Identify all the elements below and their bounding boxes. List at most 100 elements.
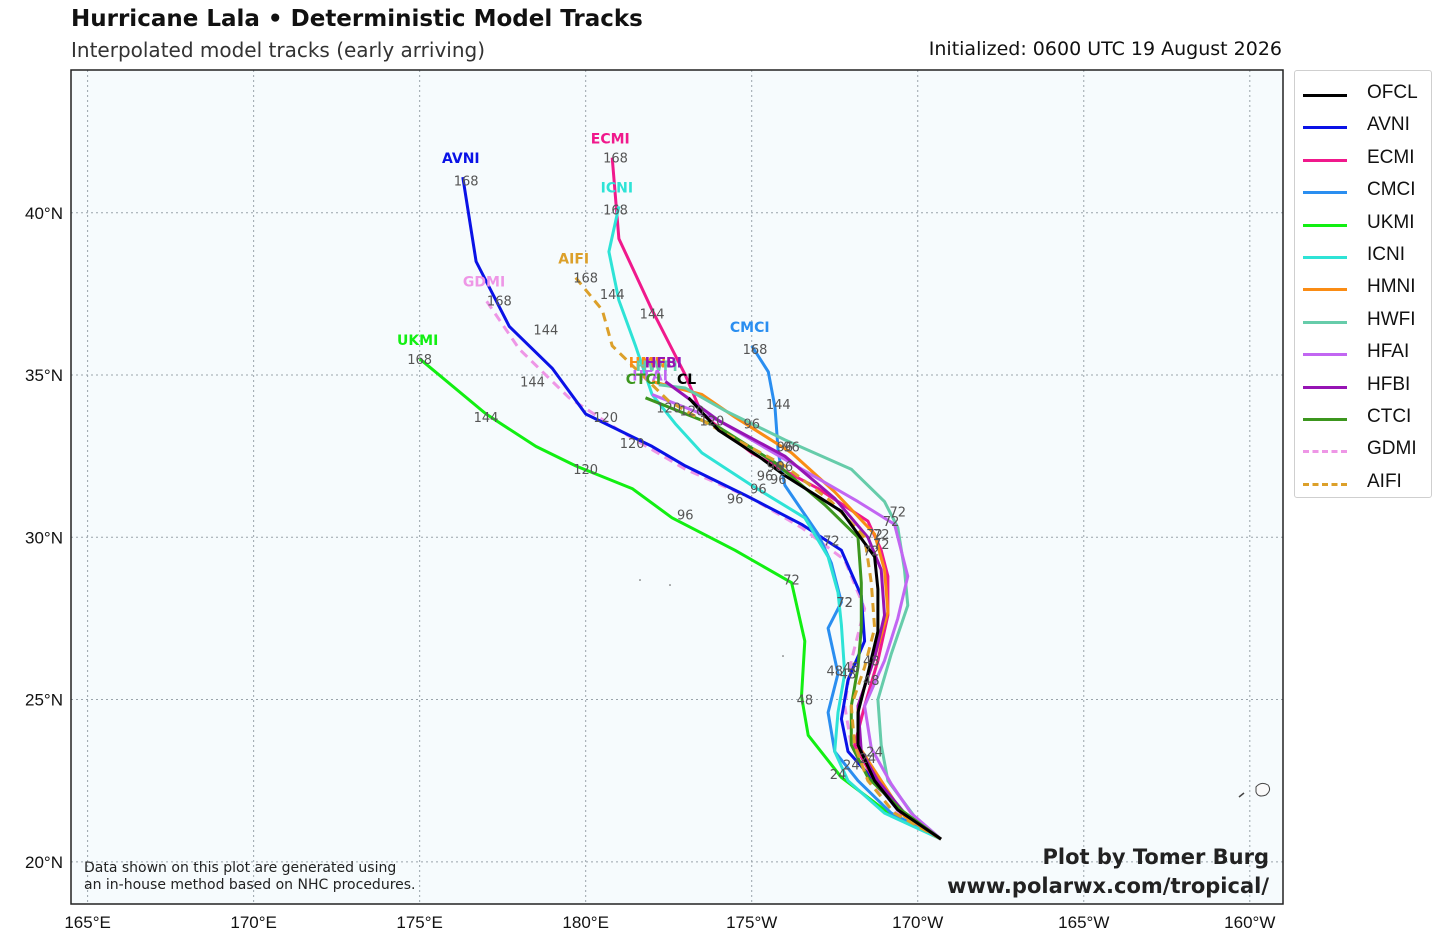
legend-label: AVNI — [1367, 114, 1410, 136]
track-ofcl — [687, 396, 942, 841]
forecast-hour-label: 24 — [866, 745, 883, 760]
track-end-label-cmci: CMCI — [730, 320, 770, 336]
forecast-hour-label: 120 — [620, 437, 645, 452]
track-icni — [607, 205, 942, 841]
page-title: Hurricane Lala • Deterministic Model Tra… — [71, 6, 643, 32]
track-hfai — [651, 393, 942, 841]
credit-author: Plot by Tomer Burg — [1042, 845, 1270, 869]
forecast-hour-label: 168 — [407, 353, 432, 368]
forecast-hour-label: 96 — [677, 509, 694, 524]
legend-label: HFAI — [1367, 341, 1410, 363]
lon-tick-label: 175°E — [396, 913, 443, 932]
forecast-hour-label: 72 — [866, 528, 883, 543]
legend-label: OFCL — [1367, 82, 1418, 103]
legend-label: ICNI — [1367, 244, 1405, 265]
forecast-hour-label: 48 — [863, 674, 880, 689]
track-end-label-ukmi: UKMI — [397, 333, 438, 349]
legend-swatch — [1303, 353, 1347, 357]
lon-tick-label: 180°E — [562, 913, 609, 932]
forecast-hour-label: 168 — [603, 152, 628, 167]
track-end-label-ofcl: CL — [677, 372, 696, 388]
legend-item-ukmi: UKMI — [1295, 205, 1431, 237]
forecast-hour-label: 72 — [890, 505, 907, 520]
track-end-label-gdmi: GDMI — [463, 274, 505, 290]
forecast-hour-label: 96 — [770, 473, 787, 488]
legend-item-gdmi: GDMI — [1295, 431, 1431, 463]
lat-tick-label: 40°N — [25, 204, 63, 223]
forecast-hour-label: 168 — [573, 272, 598, 287]
track-end-label-ctci: CTCI — [626, 372, 661, 388]
forecast-hour-label: 144 — [520, 376, 545, 391]
page-subtitle: Interpolated model tracks (early arrivin… — [71, 38, 486, 62]
legend-swatch — [1303, 191, 1347, 195]
island-dot — [639, 579, 641, 581]
track-end-label-hfbi: HFBI — [645, 356, 682, 372]
legend-item-avni: AVNI — [1295, 107, 1431, 139]
forecast-hour-label: 72 — [883, 515, 900, 530]
legend-item-icni: ICNI — [1295, 237, 1431, 269]
legend-item-aifi: AIFI — [1295, 464, 1431, 496]
forecast-hour-label: 96 — [777, 460, 794, 475]
track-avni — [461, 176, 942, 841]
legend-item-ecmi: ECMI — [1295, 140, 1431, 172]
forecast-hour-label: 144 — [600, 288, 625, 303]
initialized-time: Initialized: 0600 UTC 19 August 2026 — [928, 38, 1282, 60]
legend-item-cmci: CMCI — [1295, 172, 1431, 204]
forecast-hour-label: 120 — [573, 463, 598, 478]
legend-label: HFBI — [1367, 373, 1411, 395]
legend-swatch — [1303, 94, 1347, 97]
legend-swatch — [1303, 450, 1347, 454]
forecast-hour-label: 144 — [533, 324, 558, 339]
lon-tick-label: 170°E — [230, 913, 277, 932]
forecast-hour-label: 120 — [680, 405, 705, 420]
map-frame — [70, 69, 1284, 905]
legend-swatch — [1303, 385, 1347, 389]
forecast-hour-label: 72 — [873, 538, 890, 553]
track-end-label-hfai: HFAI — [632, 369, 668, 385]
legend-swatch — [1303, 482, 1347, 486]
legend-label: HWFI — [1367, 308, 1416, 330]
forecast-hour-label: 96 — [777, 440, 794, 455]
forecast-hour-label: 96 — [743, 418, 760, 433]
legend-swatch — [1303, 288, 1347, 292]
forecast-hour-label: 24 — [830, 768, 847, 783]
lat-tick-label: 25°N — [25, 691, 63, 710]
lon-tick-label: 160°W — [1224, 913, 1275, 932]
forecast-hour-label: 72 — [863, 544, 880, 559]
island-dot — [669, 584, 671, 586]
forecast-hour-label: 96 — [757, 470, 774, 485]
track-hfbi — [664, 380, 942, 841]
forecast-hour-label: 72 — [783, 573, 800, 588]
legend-label: UKMI — [1367, 211, 1415, 233]
track-end-label-hmni: HMNI — [629, 356, 672, 372]
lat-tick-label: 30°N — [25, 528, 63, 547]
track-aifi — [574, 276, 942, 841]
track-ukmi — [418, 357, 942, 841]
forecast-hour-label: 96 — [767, 460, 784, 475]
forecast-hour-label: 168 — [743, 343, 768, 358]
forecast-hour-label: 48 — [840, 668, 857, 683]
disclaimer: Data shown on this plot are generated us… — [84, 860, 416, 894]
legend-swatch — [1303, 256, 1347, 259]
track-ecmi — [610, 157, 942, 841]
forecast-hour-label: 96 — [750, 483, 767, 498]
lat-tick-label: 20°N — [25, 853, 63, 872]
legend-swatch — [1303, 223, 1347, 227]
plot-area — [71, 70, 1283, 904]
legend-label: AIFI — [1367, 470, 1402, 492]
lon-tick-label: 165°E — [64, 913, 111, 932]
legend-item-hfbi: HFBI — [1295, 367, 1431, 399]
legend-item-hfai: HFAI — [1295, 334, 1431, 366]
track-end-label-ecmi: ECMI — [591, 132, 630, 148]
legend-swatch — [1303, 418, 1347, 421]
legend-label: CMCI — [1367, 179, 1416, 201]
track-end-label-aifi: AIFI — [558, 252, 589, 268]
island-dot — [782, 655, 784, 657]
credit: Plot by Tomer Burg www.polarwx.com/tropi… — [947, 843, 1269, 901]
forecast-hour-label: 48 — [797, 694, 814, 709]
disclaimer-line-2: an in-house method based on NHC procedur… — [84, 877, 416, 893]
lat-tick-label: 35°N — [25, 366, 63, 385]
forecast-hour-label: 72 — [836, 596, 853, 611]
legend-swatch — [1303, 158, 1347, 162]
